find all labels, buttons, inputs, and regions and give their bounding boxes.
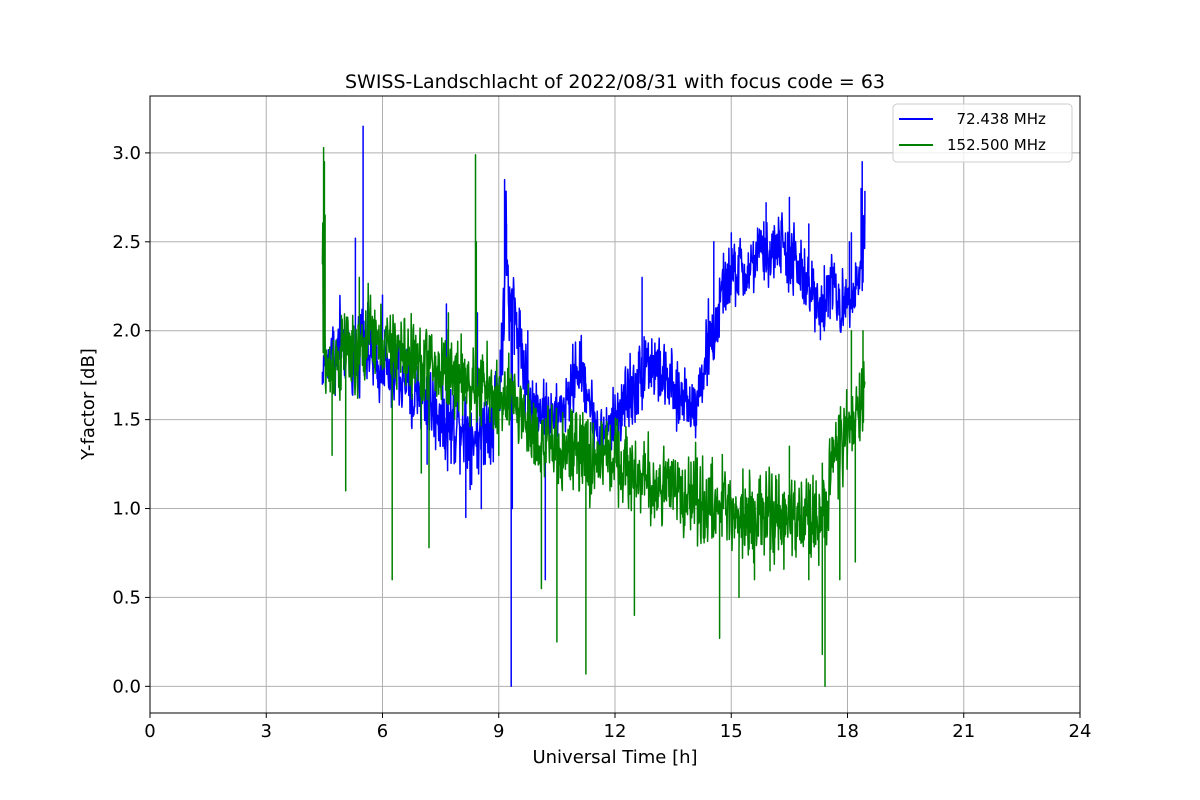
x-axis-label: Universal Time [h] bbox=[532, 747, 697, 768]
plot-area bbox=[321, 125, 866, 688]
y-tick-label: 2.0 bbox=[112, 321, 141, 342]
legend: 72.438 MHz 152.500 MHz bbox=[892, 103, 1073, 163]
y-axis-ticks: 0.0 0.5 1.0 1.5 2.0 2.5 3.0 bbox=[112, 143, 150, 697]
legend-label-152mhz: 152.500 MHz bbox=[947, 136, 1046, 154]
y-axis-label: Y-factor [dB] bbox=[78, 348, 99, 461]
x-tick-label: 6 bbox=[377, 721, 388, 742]
y-tick-label: 2.5 bbox=[112, 232, 141, 253]
y-tick-label: 0.0 bbox=[112, 676, 141, 697]
x-tick-label: 0 bbox=[144, 721, 155, 742]
series-line-152mhz bbox=[321, 146, 866, 688]
x-tick-label: 24 bbox=[1069, 721, 1092, 742]
legend-box bbox=[892, 103, 1073, 163]
y-tick-label: 3.0 bbox=[112, 143, 141, 164]
legend-label-72mhz: 72.438 MHz bbox=[947, 110, 1046, 128]
x-tick-label: 18 bbox=[836, 721, 859, 742]
y-tick-label: 1.5 bbox=[112, 410, 141, 431]
x-tick-label: 3 bbox=[261, 721, 272, 742]
x-tick-label: 15 bbox=[720, 721, 743, 742]
chart-title: SWISS-Landschlacht of 2022/08/31 with fo… bbox=[345, 71, 885, 93]
y-tick-label: 1.0 bbox=[112, 499, 141, 520]
x-tick-label: 9 bbox=[493, 721, 504, 742]
x-tick-label: 21 bbox=[952, 721, 975, 742]
x-tick-label: 12 bbox=[604, 721, 627, 742]
y-tick-label: 0.5 bbox=[112, 587, 141, 608]
x-axis-ticks: 0 3 6 9 12 15 18 21 24 bbox=[144, 713, 1091, 742]
